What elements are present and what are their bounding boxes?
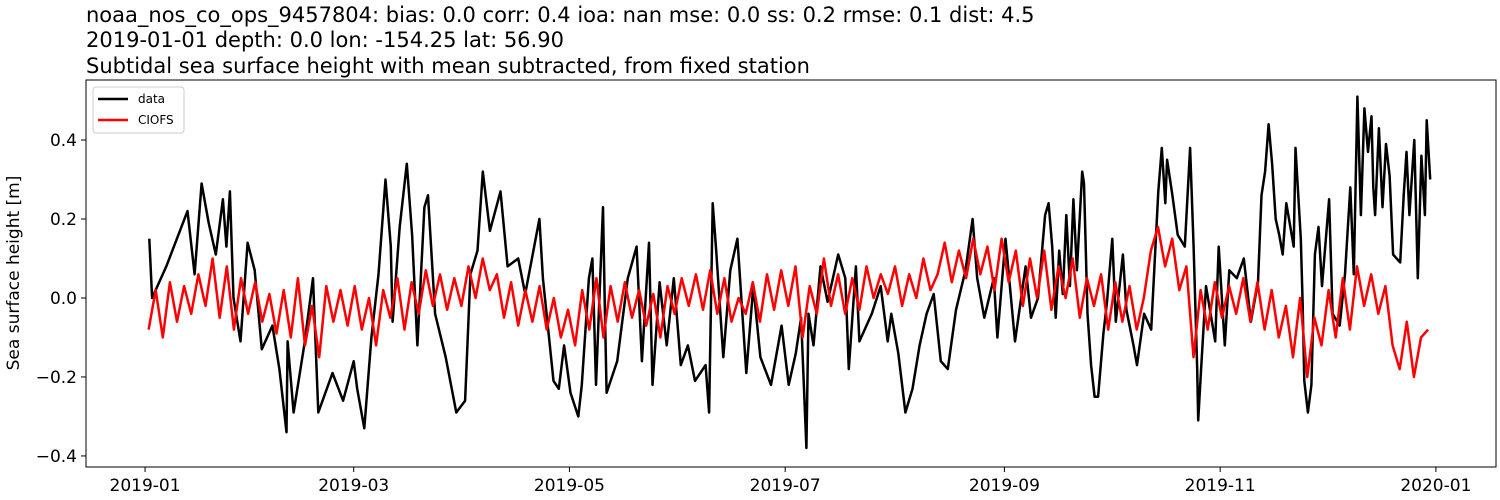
- y-axis-label: Sea surface height [m]: [4, 176, 24, 371]
- series-layer: [147, 95, 1432, 450]
- legend-label-ciofs: CIOFS: [138, 113, 174, 127]
- tick-layer: 2019-01 2019-03 2019-05 2019-07 2019-09 2019-…: [36, 131, 1472, 496]
- plot-frame: [85, 79, 1497, 468]
- y-tick-label: −0.4: [36, 447, 77, 467]
- x-tick-label: 2019-09: [969, 476, 1040, 496]
- legend-label-data: data: [138, 92, 165, 106]
- x-tick-label: 2020-01: [1400, 476, 1471, 496]
- x-tick-label: 2019-05: [534, 476, 605, 496]
- y-tick-label: −0.2: [36, 368, 77, 388]
- chart-title-line-2: 2019-01-01 depth: 0.0 lon: -154.25 lat: …: [86, 28, 564, 52]
- series-line-ciofs: [147, 225, 1430, 379]
- y-tick-label: 0.0: [50, 289, 77, 309]
- x-tick-label: 2019-07: [750, 476, 821, 496]
- legend: data CIOFS: [92, 86, 185, 134]
- chart-title-line-1: noaa_nos_co_ops_9457804: bias: 0.0 corr:…: [86, 3, 1035, 28]
- x-tick-label: 2019-03: [318, 476, 389, 496]
- y-tick-label: 0.2: [50, 210, 77, 230]
- x-tick-label: 2019-11: [1185, 476, 1256, 496]
- series-line-data: [148, 95, 1432, 450]
- chart-title-line-3: Subtidal sea surface height with mean su…: [86, 54, 810, 78]
- y-tick-label: 0.4: [50, 131, 77, 151]
- x-tick-label: 2019-01: [110, 476, 181, 496]
